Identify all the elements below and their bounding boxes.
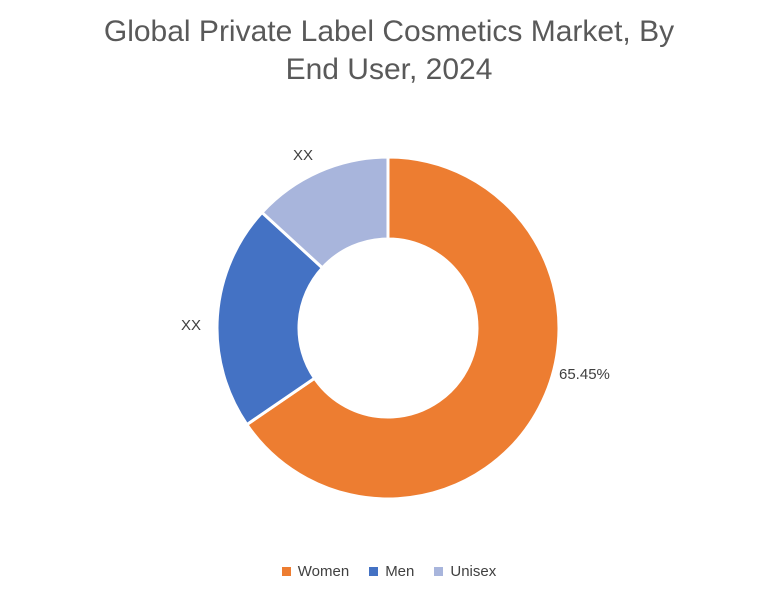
chart-title-line2: End User, 2024 (285, 53, 493, 86)
legend-swatch-women (281, 567, 291, 576)
legend-label-women: Women (297, 563, 350, 580)
legend-swatch-men (369, 567, 379, 576)
data-label-women: 65.45% (559, 366, 610, 383)
legend-swatch-unisex (434, 567, 444, 576)
legend-item-men: Men (369, 563, 414, 580)
legend: Women Men Unisex (0, 563, 778, 580)
chart-title: Global Private Label Cosmetics Market, B… (0, 13, 778, 89)
data-label-men: XX (181, 317, 202, 334)
legend-item-women: Women (281, 563, 350, 580)
legend-label-unisex: Unisex (450, 563, 497, 580)
donut-segment-women (245, 155, 561, 501)
data-label-unisex: XX (293, 147, 314, 164)
donut-segment-unisex (260, 155, 390, 270)
donut-segment-men (215, 210, 324, 427)
chart-title-line1: Global Private Label Cosmetics Market, B… (103, 15, 675, 48)
legend-item-unisex: Unisex (434, 563, 496, 580)
legend-label-men: Men (385, 563, 415, 580)
